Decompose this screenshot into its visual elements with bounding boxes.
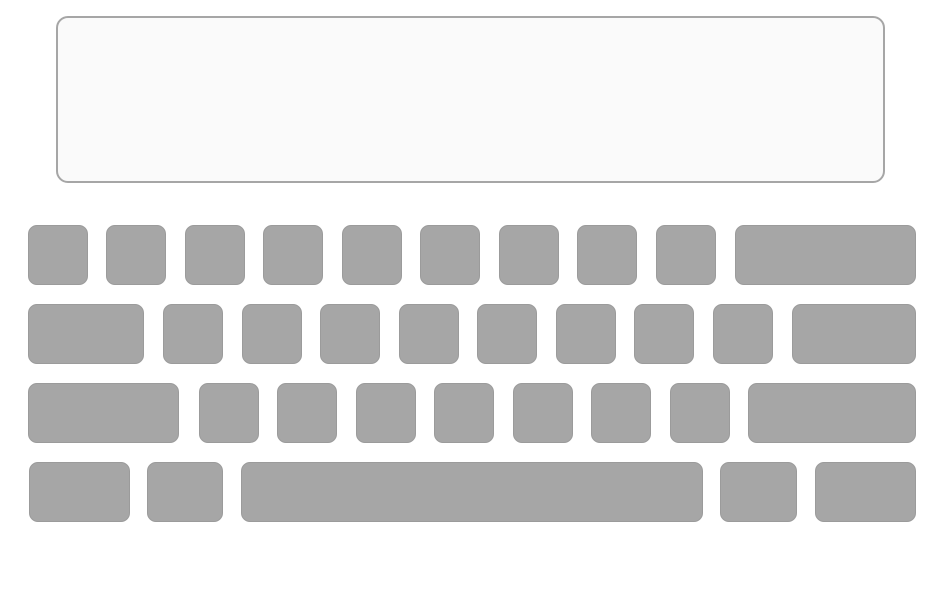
key-row1-wide[interactable]: [735, 225, 916, 285]
key-row2-6[interactable]: [477, 304, 537, 364]
key-row3-8[interactable]: [670, 383, 730, 443]
text-display: [56, 16, 885, 183]
key-row3-6[interactable]: [513, 383, 573, 443]
key-row1-5[interactable]: [342, 225, 402, 285]
key-row3-2[interactable]: [199, 383, 259, 443]
key-row1-7[interactable]: [499, 225, 559, 285]
key-row2-8[interactable]: [634, 304, 694, 364]
key-row3-5[interactable]: [434, 383, 494, 443]
key-row1-9[interactable]: [656, 225, 716, 285]
key-row1-8[interactable]: [577, 225, 637, 285]
key-row3-4[interactable]: [356, 383, 416, 443]
key-row4-2[interactable]: [147, 462, 223, 522]
key-row1-1[interactable]: [28, 225, 88, 285]
key-row2-3[interactable]: [242, 304, 302, 364]
key-row4-4[interactable]: [720, 462, 797, 522]
space-bar[interactable]: [241, 462, 703, 522]
key-row4-wide-right[interactable]: [815, 462, 916, 522]
key-row2-wide-left[interactable]: [28, 304, 144, 364]
key-row3-wide-right[interactable]: [748, 383, 916, 443]
key-row4-wide-left[interactable]: [29, 462, 130, 522]
key-row1-6[interactable]: [420, 225, 480, 285]
key-row2-5[interactable]: [399, 304, 459, 364]
key-row1-3[interactable]: [185, 225, 245, 285]
key-row2-wide-right[interactable]: [792, 304, 916, 364]
key-row3-7[interactable]: [591, 383, 651, 443]
key-row2-4[interactable]: [320, 304, 380, 364]
key-row2-2[interactable]: [163, 304, 223, 364]
key-row1-2[interactable]: [106, 225, 166, 285]
key-row2-7[interactable]: [556, 304, 616, 364]
key-row3-wide-left[interactable]: [28, 383, 179, 443]
key-row2-9[interactable]: [713, 304, 773, 364]
key-row3-3[interactable]: [277, 383, 337, 443]
key-row1-4[interactable]: [263, 225, 323, 285]
